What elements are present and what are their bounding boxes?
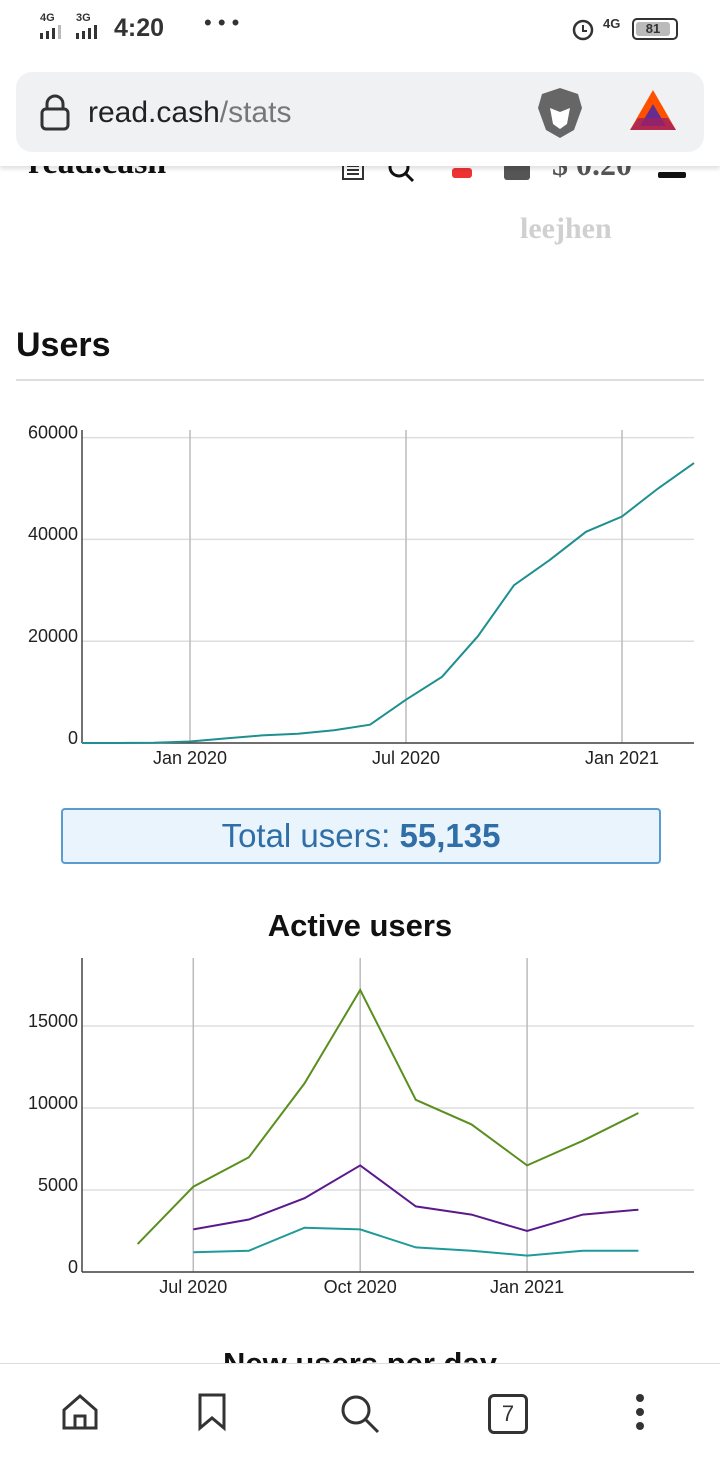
- total-users-value: 55,135: [399, 817, 501, 854]
- data-line: [136, 987, 639, 1245]
- data-line: [193, 1164, 639, 1233]
- home-button[interactable]: [60, 1392, 100, 1432]
- url-path: /stats: [219, 96, 292, 129]
- menu-icon[interactable]: [658, 172, 686, 178]
- x-tick-label: Jan 2020: [153, 748, 227, 768]
- network-label: 3G: [76, 12, 91, 24]
- y-tick-label: 60000: [28, 422, 78, 442]
- battery: 81: [632, 18, 678, 40]
- y-tick-label: 0: [68, 728, 78, 748]
- url-bar[interactable]: read.cash/stats: [16, 72, 704, 152]
- url-host: read.cash: [88, 96, 220, 129]
- battery-level: 81: [636, 22, 670, 36]
- y-tick-label: 15000: [28, 1011, 78, 1031]
- y-tick-label: 40000: [28, 524, 78, 544]
- chart-title: Active users: [267, 908, 453, 943]
- notification-icon[interactable]: [452, 168, 472, 178]
- x-tick-label: Oct 2020: [324, 1277, 397, 1297]
- x-tick-label: Jan 2021: [490, 1277, 564, 1297]
- data-line: [82, 462, 695, 744]
- total-users-box: Total users: 55,135: [61, 808, 661, 864]
- x-tick-label: Jul 2020: [372, 748, 440, 768]
- users-chart: 0 20000 40000 60000 Jan 2020 Jul 2020 Jan 2021: [28, 422, 695, 768]
- signal-icon: [76, 25, 97, 39]
- divider: [16, 379, 704, 381]
- x-tick-label: Jan 2021: [585, 748, 659, 768]
- data-line: [193, 1226, 639, 1257]
- bat-rewards-icon[interactable]: [628, 86, 678, 134]
- tabs-button[interactable]: 7: [488, 1394, 528, 1434]
- total-users-label: Total users:: [221, 817, 391, 854]
- more-icon: • • •: [204, 10, 240, 35]
- network-label: 4G: [603, 16, 621, 31]
- lock-icon: [40, 94, 70, 131]
- search-button[interactable]: [338, 1392, 382, 1436]
- username[interactable]: leejhen: [520, 212, 612, 245]
- y-tick-label: 5000: [38, 1175, 78, 1195]
- y-tick-label: 0: [68, 1257, 78, 1277]
- y-tick-label: 10000: [28, 1093, 78, 1113]
- y-tick-label: 20000: [28, 626, 78, 646]
- network-label: 4G: [40, 12, 55, 24]
- toolbar: read.cash/stats: [0, 56, 720, 166]
- section-title: Users: [16, 326, 111, 364]
- signal-icon: [40, 25, 61, 39]
- bottom-nav: 7: [0, 1363, 720, 1461]
- url: read.cash/stats: [88, 96, 291, 130]
- bookmarks-button[interactable]: [196, 1392, 228, 1432]
- alarm-icon: [572, 19, 594, 41]
- active-users-chart: 0 5000 10000 15000 Jul 2020 Oct 2020 Jan 2021: [28, 958, 694, 1297]
- status-bar: 4G 3G 4:20 • • • 4G 81: [0, 0, 720, 56]
- x-tick-label: Jul 2020: [159, 1277, 227, 1297]
- clock: 4:20: [114, 14, 165, 42]
- brave-shield-icon[interactable]: [534, 86, 586, 140]
- wallet-icon[interactable]: [504, 164, 530, 180]
- menu-button[interactable]: [630, 1392, 650, 1432]
